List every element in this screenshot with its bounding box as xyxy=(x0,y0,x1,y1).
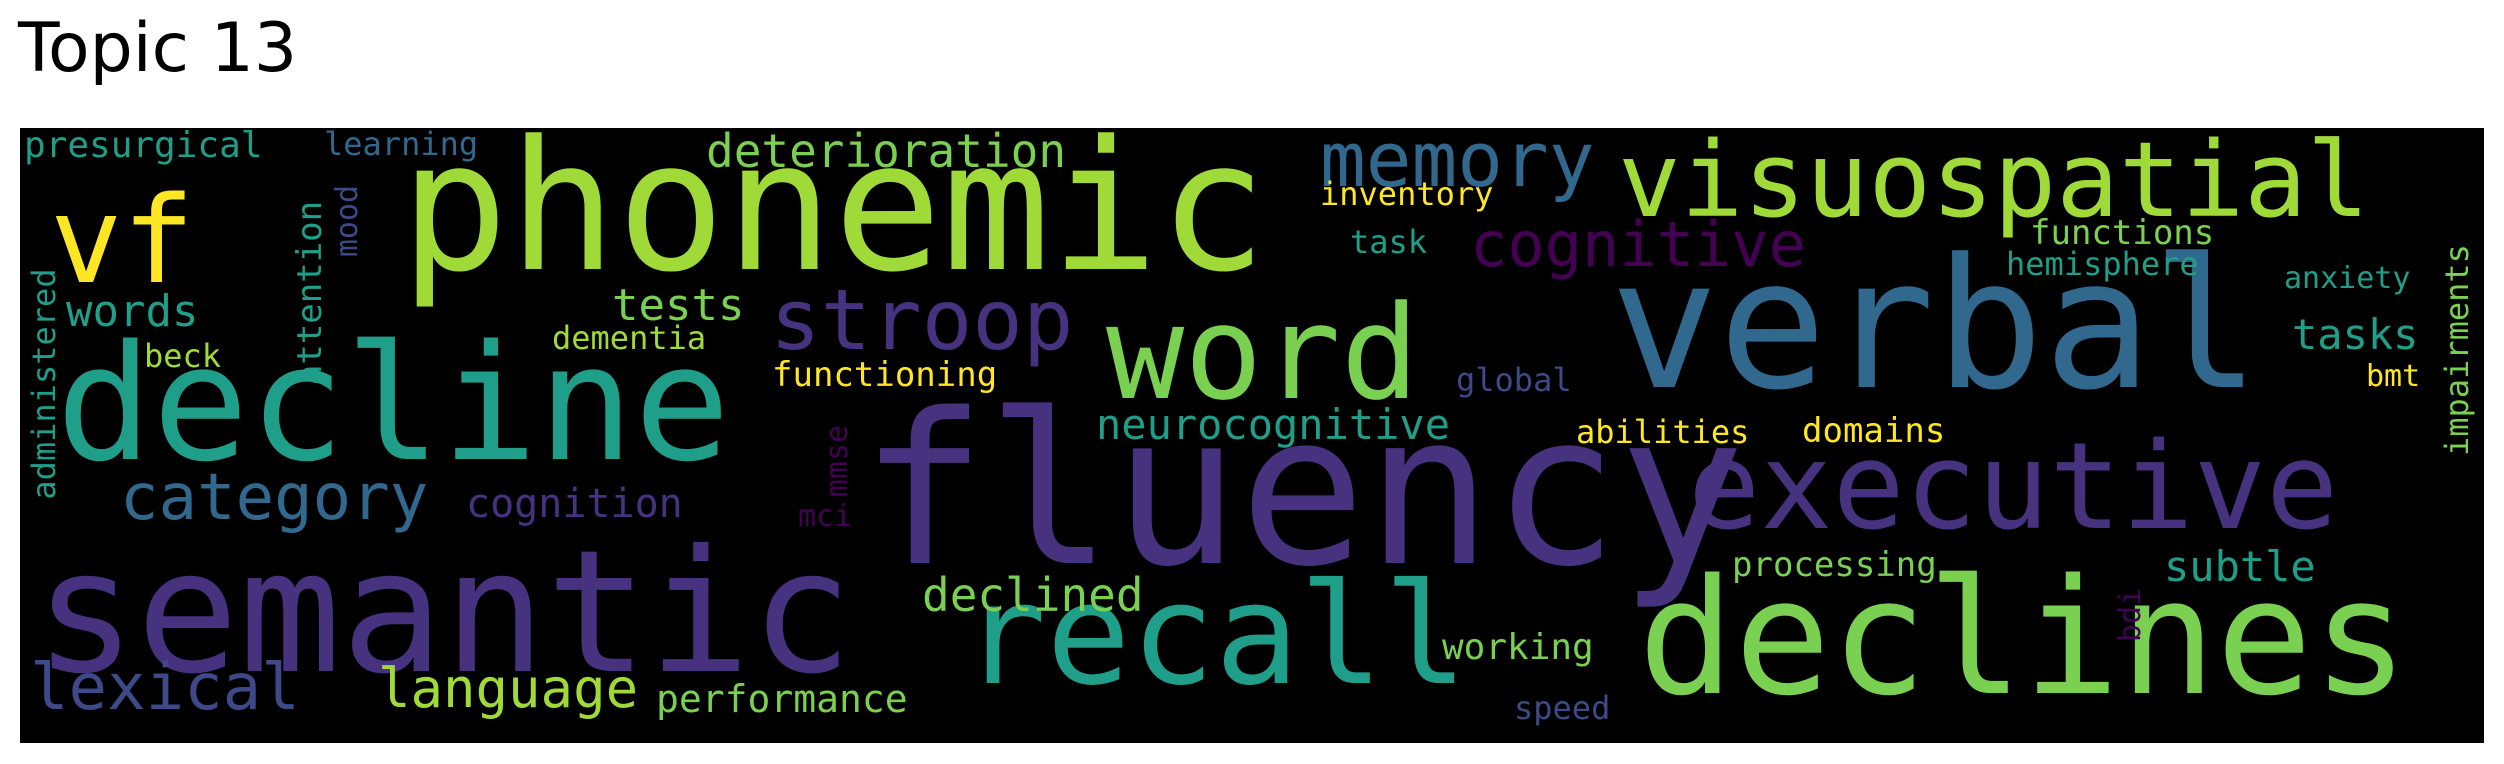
word-functioning: functioning xyxy=(772,355,998,395)
word-tests: tests xyxy=(612,280,745,331)
word-tasks: tasks xyxy=(2292,310,2419,359)
word-phonemic: phonemic xyxy=(400,128,1267,312)
word-stroop: stroop xyxy=(770,271,1074,369)
word-verbal: verbal xyxy=(1610,221,2261,430)
figure-title: Topic 13 xyxy=(18,9,298,88)
word-task: task xyxy=(1350,223,1428,261)
word-dementia: dementia xyxy=(552,319,707,357)
word-attention: attention xyxy=(290,200,330,386)
word-mood: mood xyxy=(330,184,365,258)
word-executive: executive xyxy=(1688,418,2339,557)
word-semantic: semantic xyxy=(34,514,853,712)
word-inventory: inventory xyxy=(1320,175,1494,213)
word-anxiety: anxiety xyxy=(2284,261,2411,296)
word-declines: declines xyxy=(1638,544,2409,731)
word-cloud: fluency verbal phonemic semantic decline… xyxy=(20,128,2484,743)
word-category: category xyxy=(120,461,429,535)
word-hemisphere: hemisphere xyxy=(2006,245,2199,283)
word-deterioration: deterioration xyxy=(706,128,1067,178)
word-lexical: lexical xyxy=(30,651,300,725)
word-impairments: impairments xyxy=(2438,244,2476,456)
word-fluency: fluency xyxy=(860,368,1746,613)
word-cognitive: cognitive xyxy=(1470,208,1806,281)
word-learning: learning xyxy=(324,128,479,163)
word-decline: decline xyxy=(56,310,731,497)
word-processing: processing xyxy=(1732,545,1937,585)
word-domains: domains xyxy=(1802,411,1946,451)
word-recall: recall xyxy=(962,554,1468,717)
word-declined: declined xyxy=(922,568,1144,622)
word-word: word xyxy=(1106,277,1420,429)
word-mci: mci xyxy=(798,499,853,534)
word-beck: beck xyxy=(144,337,222,375)
word-functions: functions xyxy=(2030,213,2215,253)
word-speed: speed xyxy=(1514,689,1611,727)
word-bmt: bmt xyxy=(2366,359,2421,394)
word-working: working xyxy=(1442,627,1594,668)
word-memory: memory xyxy=(1320,128,1595,204)
word-words: words xyxy=(66,286,199,337)
word-abilities: abilities xyxy=(1576,413,1750,451)
word-performance: performance xyxy=(656,677,908,721)
word-bdi: bdi xyxy=(2113,587,2148,643)
word-presurgical: presurgical xyxy=(24,128,263,166)
word-subtle: subtle xyxy=(2164,542,2316,591)
word-mmse: mmse xyxy=(820,424,855,498)
word-cognition: cognition xyxy=(466,481,683,527)
word-global: global xyxy=(1456,361,1572,399)
word-visuospatial: visuospatial xyxy=(1618,128,2370,241)
word-neurocognitive: neurocognitive xyxy=(1096,400,1451,449)
word-vf: vf xyxy=(50,172,195,311)
word-administered: administered xyxy=(25,268,63,500)
word-language: language xyxy=(378,657,639,720)
